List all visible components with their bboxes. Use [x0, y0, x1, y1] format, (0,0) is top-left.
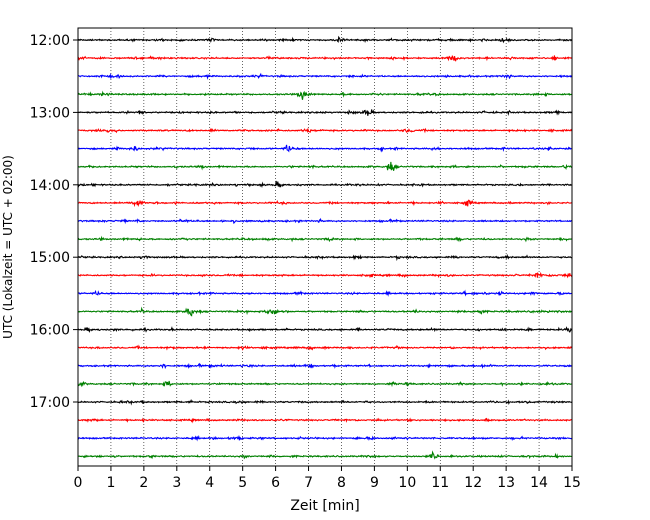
x-axis-label: Zeit [min]: [290, 498, 359, 514]
x-tick-label-10: 10: [398, 475, 416, 491]
trace-1215: [77, 55, 573, 62]
x-tick-label-3: 3: [172, 475, 181, 491]
x-tick-label-6: 6: [271, 475, 280, 491]
trace-1500: [77, 253, 573, 262]
y-tick-label-1700: 17:00: [30, 395, 70, 411]
trace-1400: [77, 180, 573, 188]
plot-frame: [77, 27, 573, 467]
trace-1230: [77, 72, 573, 80]
trace-1300: [77, 109, 573, 116]
trace-1415: [77, 199, 573, 208]
x-tick-label-13: 13: [497, 475, 515, 491]
x-tick-label-9: 9: [370, 475, 379, 491]
x-tick-label-1: 1: [106, 475, 115, 491]
trace-1445: [77, 235, 572, 243]
x-tick-label-7: 7: [304, 475, 313, 491]
x-tick-label-14: 14: [530, 475, 548, 491]
x-axis: 0 1 2 3 4 5 6 7 8 9 10 11 12 13 14 15: [74, 466, 581, 491]
trace-1245: [77, 90, 573, 100]
y-tick-label-1200: 12:00: [30, 33, 70, 49]
traces: [77, 35, 573, 460]
trace-1530: [77, 289, 573, 297]
trace-1545: [77, 306, 573, 317]
y-tick-label-1500: 15:00: [30, 250, 70, 266]
x-tick-label-2: 2: [139, 475, 148, 491]
trace-1515: [77, 271, 573, 279]
x-tick-label-5: 5: [238, 475, 247, 491]
x-tick-label-8: 8: [337, 475, 346, 491]
x-tick-label-11: 11: [431, 475, 449, 491]
x-tick-label-4: 4: [205, 475, 214, 491]
y-tick-label-1600: 16:00: [30, 323, 70, 339]
x-tick-label-12: 12: [464, 475, 482, 491]
trace-1600: [77, 326, 573, 334]
y-axis-label: UTC (Lokalzeit = UTC + 02:00): [1, 155, 15, 339]
x-tick-label-0: 0: [74, 475, 83, 491]
trace-1345: [77, 161, 573, 171]
trace-1745: [77, 450, 573, 460]
trace-1730: [77, 434, 573, 442]
trace-1630: [77, 362, 573, 370]
trace-1615: [77, 344, 573, 351]
trace-1700: [77, 398, 573, 406]
trace-1645: [77, 380, 573, 388]
trace-1715: [77, 417, 573, 424]
y-axis: 12:00 13:00 14:00 15:00 16:00 17:00: [30, 33, 78, 411]
y-tick-label-1400: 14:00: [30, 178, 70, 194]
y-tick-label-1300: 13:00: [30, 105, 70, 121]
trace-1430: [77, 217, 573, 225]
trace-1330: [77, 144, 573, 153]
x-tick-label-15: 15: [563, 475, 581, 491]
grid-lines: [110, 28, 540, 466]
trace-1315: [77, 127, 573, 134]
trace-1200: [77, 35, 573, 44]
